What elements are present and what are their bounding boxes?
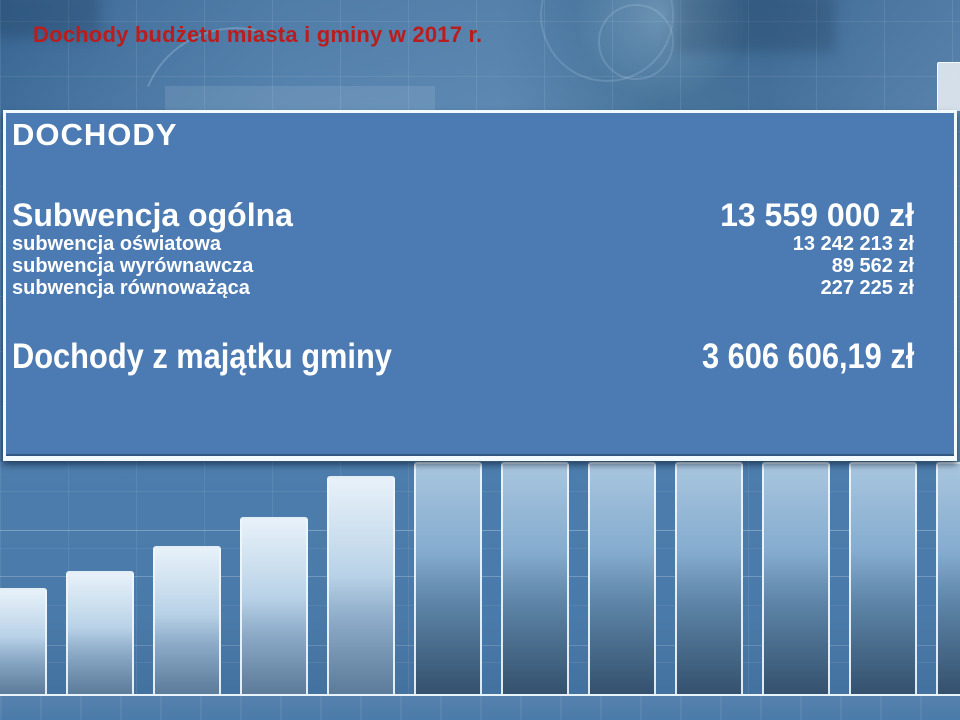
background-bar — [762, 462, 830, 694]
background-bar — [501, 462, 569, 694]
blueprint-dark-patch-left — [0, 0, 100, 38]
slide-title: Dochody budżetu miasta i gminy w 2017 r. — [33, 22, 483, 47]
row-label: Subwencja ogólna — [12, 197, 293, 233]
row-value: 13 559 000 zł — [720, 197, 914, 233]
background-bar — [588, 462, 656, 694]
background-bar — [936, 462, 960, 694]
background-bar — [66, 571, 134, 694]
row-dochody-z-majatku: Dochody z majątku gminy 3 606 606,19 zł — [12, 337, 914, 377]
background-bar-top-right — [937, 62, 960, 111]
row-value: 89 562 zł — [831, 255, 914, 277]
background-bar-chart — [0, 462, 960, 720]
background-bar — [414, 462, 482, 694]
row-subwencja-ogolna: Subwencja ogólna 13 559 000 zł — [12, 197, 914, 233]
blueprint-dark-patch-right — [675, 0, 835, 52]
background-bar — [240, 517, 308, 694]
row-label: Dochody z majątku gminy — [12, 337, 392, 376]
background-bar — [675, 462, 743, 694]
background-bar — [0, 588, 47, 694]
row-value: 13 242 213 zł — [792, 233, 914, 255]
row-label: subwencja równoważąca — [12, 277, 250, 299]
row-value: 227 225 zł — [820, 277, 914, 299]
row-subwencja-wyrownawcza: subwencja wyrównawcza 89 562 zł — [12, 255, 914, 277]
chart-baseline-floor — [0, 694, 960, 720]
row-value: 3 606 606,19 zł — [701, 337, 914, 376]
background-bar — [327, 476, 395, 694]
background-bar — [153, 546, 221, 694]
row-subwencja-oswiatowa: subwencja oświatowa 13 242 213 zł — [12, 233, 914, 255]
row-label: subwencja wyrównawcza — [12, 255, 254, 277]
content-box: DOCHODY Subwencja ogólna 13 559 000 zł s… — [3, 110, 957, 461]
row-subwencja-rownowazaca: subwencja równoważąca 227 225 zł — [12, 277, 914, 299]
background-bar — [849, 462, 917, 694]
blueprint-light-band — [165, 86, 435, 110]
row-label: subwencja oświatowa — [12, 233, 221, 255]
doodle-circle-small — [598, 4, 674, 80]
box-heading: DOCHODY — [12, 117, 178, 152]
